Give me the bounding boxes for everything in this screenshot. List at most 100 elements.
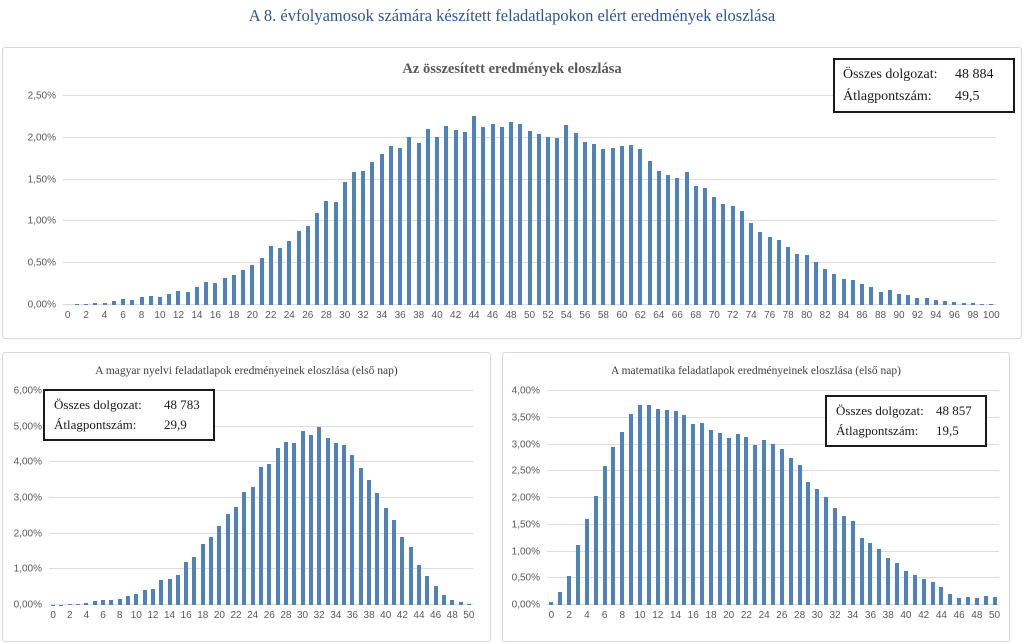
x-axis-tick-label: 16 — [687, 610, 699, 621]
y-axis-tick-label: 0,00% — [13, 599, 42, 611]
bar — [983, 596, 988, 605]
bar — [121, 299, 126, 305]
x-axis-tick-label: 8 — [138, 310, 145, 321]
x-axis-tick-label: 0 — [548, 610, 555, 621]
bar — [200, 544, 205, 605]
bar — [860, 284, 865, 305]
bar — [388, 146, 393, 305]
x-axis-tick-label: 24 — [247, 610, 259, 621]
bar — [466, 603, 471, 605]
bar — [957, 597, 962, 605]
bar — [739, 211, 744, 305]
y-axis-tick-label: 2,00% — [27, 132, 56, 144]
bar — [779, 449, 784, 605]
x-axis-tick-label: 68 — [690, 310, 702, 321]
gridline — [49, 425, 473, 427]
bar — [142, 590, 147, 605]
bar — [771, 443, 775, 605]
bar — [481, 126, 486, 305]
x-axis-tick-label: 2 — [67, 610, 73, 621]
info-value: 19,5 — [936, 423, 959, 439]
bar — [324, 201, 329, 305]
bar — [222, 278, 227, 305]
x-axis-tick-label: 78 — [782, 310, 794, 321]
y-axis-tick-label: 0,50% — [511, 572, 540, 584]
info-value: 48 884 — [955, 67, 994, 82]
info-row: Átlagpontszám: 29,9 — [54, 415, 204, 435]
x-axis-tick-label: 92 — [911, 310, 924, 321]
bar — [545, 136, 550, 305]
bar — [398, 147, 403, 305]
bar — [930, 582, 935, 605]
bar — [620, 432, 625, 605]
bar — [167, 578, 172, 605]
info-box-matek: Összes dolgozat: 48 857 Átlagpontszám: 1… — [825, 395, 987, 448]
bar — [948, 593, 953, 605]
bar — [943, 300, 948, 305]
bar — [992, 596, 997, 605]
bar — [130, 299, 135, 305]
bar — [300, 430, 305, 605]
plot-area-matek: 0,00% 0,50% 1,00% 1,50% 2,00% 2,50% 3,00% 3,50%… — [512, 386, 1000, 622]
x-axis-tick-label: 12 — [652, 610, 664, 621]
y-axis-tick-label: 2,50% — [511, 465, 540, 477]
x-axis-tick-label: 96 — [948, 310, 960, 321]
bar — [850, 279, 855, 305]
x-axis-tick-label: 42 — [918, 610, 930, 621]
bar — [425, 576, 430, 605]
x-axis-tick-label: 20 — [213, 610, 225, 621]
bar — [859, 538, 864, 605]
x-axis-tick-label: 50 — [523, 310, 536, 321]
x-axis-tick-label: 40 — [900, 610, 912, 621]
x-axis-tick-label: 26 — [263, 610, 275, 621]
bar — [425, 128, 430, 305]
bar — [869, 286, 874, 305]
bar — [788, 458, 793, 605]
bar — [225, 513, 230, 605]
bar — [351, 172, 356, 305]
x-axis-tick-label: 50 — [463, 610, 475, 621]
bar — [292, 443, 297, 605]
bar — [167, 294, 172, 305]
bar — [735, 434, 740, 605]
info-label: Összes dolgozat: — [54, 397, 142, 412]
bar — [815, 489, 820, 605]
bar — [101, 600, 106, 605]
bar — [776, 239, 781, 305]
bar — [824, 496, 829, 605]
x-axis-tick-label: 36 — [346, 610, 358, 621]
y-axis-tick-label: 1,00% — [13, 563, 42, 575]
x-axis-tick-label: 16 — [180, 610, 192, 621]
bar — [308, 434, 313, 605]
x-axis-tick-label: 6 — [120, 310, 126, 321]
bar — [194, 287, 199, 305]
y-axis-tick-label: 0,50% — [27, 257, 56, 269]
bar — [726, 438, 731, 605]
x-axis-tick-label: 46 — [953, 610, 965, 621]
x-axis-tick-label: 48 — [505, 310, 517, 321]
y-axis-tick-label: 5,00% — [13, 421, 42, 433]
bar — [250, 264, 255, 305]
y-axis-tick-label: 3,50% — [511, 412, 540, 424]
bar — [878, 291, 883, 305]
bar — [693, 186, 698, 305]
x-axis-tick-label: 28 — [794, 610, 806, 621]
x-axis-tick-label: 48 — [971, 610, 983, 621]
bar — [564, 125, 569, 305]
bar — [74, 304, 79, 305]
x-axis-tick-label: 0 — [64, 310, 71, 321]
bar — [887, 289, 892, 305]
bar — [234, 507, 239, 605]
bar — [217, 526, 222, 605]
bar — [325, 438, 330, 605]
x-axis-tick-label: 6 — [100, 610, 106, 621]
x-axis-tick-label: 22 — [740, 610, 752, 621]
bar — [441, 595, 446, 605]
x-axis-tick-label: 10 — [634, 610, 646, 621]
x-axis-tick-label: 26 — [302, 310, 314, 321]
x-axis-tick-label: 88 — [874, 310, 887, 321]
bar — [895, 562, 900, 605]
bar — [582, 141, 587, 305]
bar — [877, 549, 882, 605]
y-axis-tick-label: 0,00% — [27, 299, 56, 311]
